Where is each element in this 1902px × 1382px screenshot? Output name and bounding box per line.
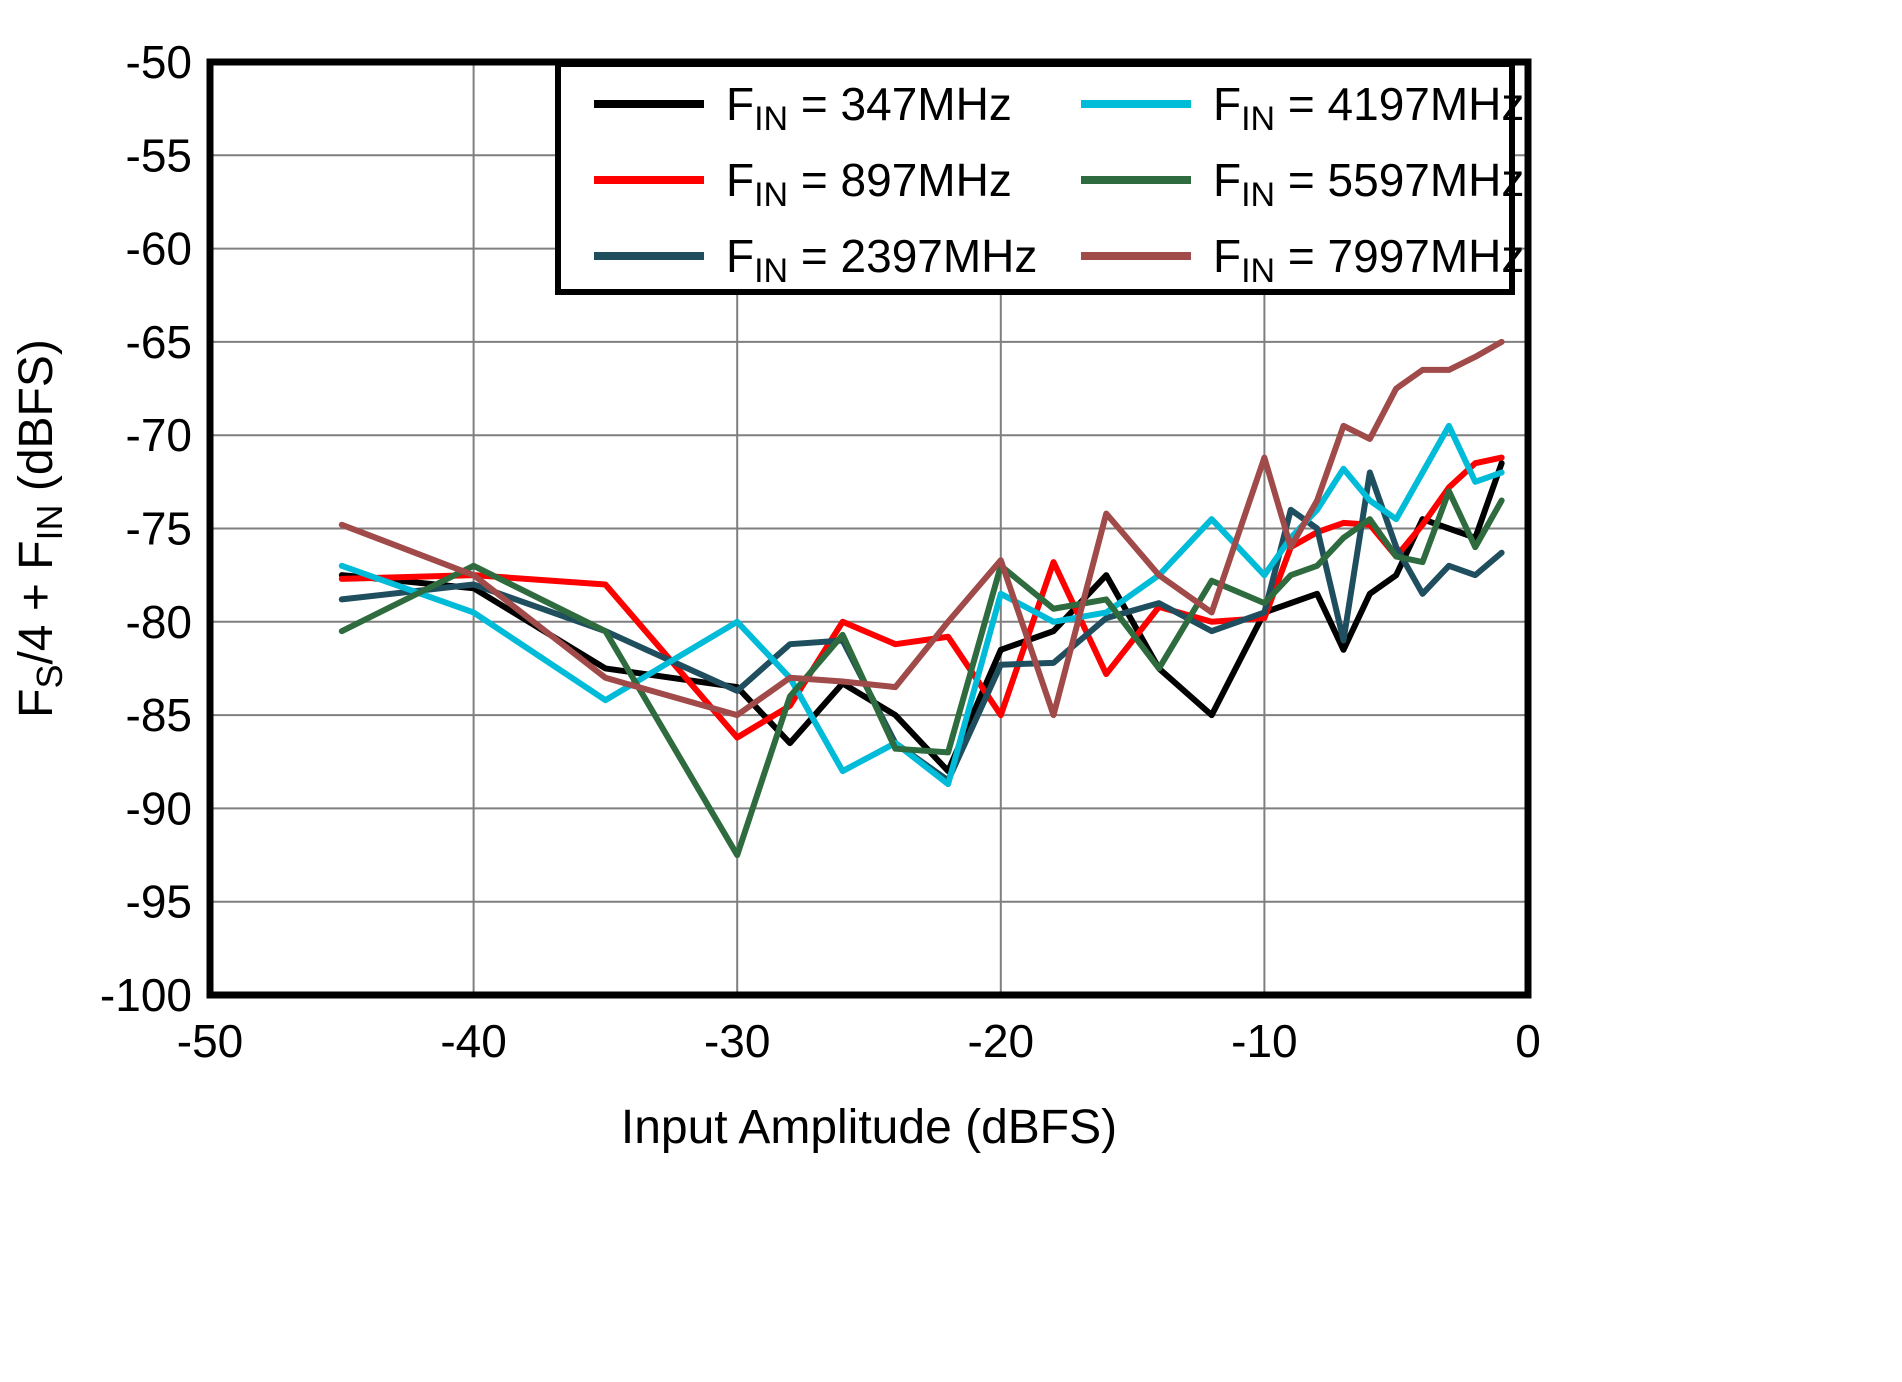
y-tick-label: -80: [126, 596, 192, 648]
legend-label-FIN=2397MHz: FIN = 2397MHz: [726, 230, 1037, 290]
y-tick-label: -90: [126, 782, 192, 834]
legend-label-FIN=5597MHz: FIN = 5597MHz: [1213, 154, 1524, 214]
series-group: [338, 338, 1505, 859]
y-tick-label: -50: [126, 36, 192, 88]
legend-label-FIN=897MHz: FIN = 897MHz: [726, 154, 1012, 214]
y-tick-label: -60: [126, 223, 192, 275]
y-tick-label: -55: [126, 129, 192, 181]
legend: FIN = 347MHz FIN = 897MHz FIN = 2397MHz FIN…: [555, 61, 1524, 295]
x-tick-label: -40: [440, 1015, 506, 1067]
y-tick-label: -70: [126, 409, 192, 461]
series-line-FIN=897MHz: [338, 454, 1505, 741]
x-axis-title: Input Amplitude (dBFS): [621, 1101, 1117, 1154]
legend-label-FIN=7997MHz: FIN = 7997MHz: [1213, 230, 1524, 290]
y-tick-label: -75: [126, 503, 192, 555]
legend-label-FIN=347MHz: FIN = 347MHz: [726, 78, 1012, 138]
x-tick-labels: -50 -40 -30 -20 -10 0: [177, 1015, 1541, 1067]
x-tick-label: -20: [968, 1015, 1034, 1067]
x-tick-label: -10: [1231, 1015, 1297, 1067]
y-tick-labels: -100 -95 -90 -85 -80 -75 -70 -65 -60 -55 -50: [100, 36, 192, 1021]
y-tick-label: -85: [126, 689, 192, 741]
y-tick-label: -95: [126, 876, 192, 928]
y-axis-title: FS/4 + FIN (dBFS): [10, 339, 70, 718]
y-tick-label: -65: [126, 316, 192, 368]
y-tick-label: -100: [100, 969, 192, 1021]
x-tick-label: 0: [1515, 1015, 1541, 1067]
series-line-FIN=5597MHz: [338, 488, 1505, 859]
legend-label-FIN=4197MHz: FIN = 4197MHz: [1213, 78, 1524, 138]
x-tick-label: -30: [704, 1015, 770, 1067]
x-tick-label: -50: [177, 1015, 243, 1067]
legend-box: [555, 61, 1515, 295]
series-line-FIN=7997MHz: [338, 338, 1505, 719]
